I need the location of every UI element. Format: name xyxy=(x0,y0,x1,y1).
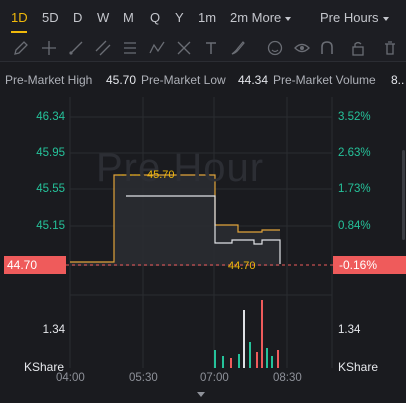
tab-5d[interactable]: 5D xyxy=(42,10,59,25)
period-tabs: 1D 5D D W M Q Y 1m 2m More Pre Hours xyxy=(0,0,406,36)
expand-chevron-icon[interactable] xyxy=(197,392,205,397)
low-price-label: 44.70 xyxy=(228,260,256,272)
eye-icon[interactable] xyxy=(293,39,311,57)
x-tick: 07:00 xyxy=(200,372,229,384)
trash-icon[interactable] xyxy=(381,39,399,57)
chevron-down-icon xyxy=(382,16,389,21)
y-right-tick: 1.73% xyxy=(338,183,371,195)
premarket-volume-value: 8.. xyxy=(391,73,405,87)
volume-unit-right: KShare xyxy=(338,360,379,374)
x-tick: 04:00 xyxy=(56,372,85,384)
x-tick: 05:30 xyxy=(129,372,158,384)
active-tab-indicator xyxy=(11,31,27,33)
magnet-icon[interactable] xyxy=(318,39,336,57)
chevron-down-icon xyxy=(285,16,292,21)
premarket-high-label: Pre-Market High xyxy=(5,73,93,87)
lock-icon[interactable] xyxy=(349,39,367,57)
brush-icon[interactable] xyxy=(229,39,247,57)
price-line xyxy=(126,195,281,264)
x-tick: 08:30 xyxy=(273,372,302,384)
y-right-tick: 3.52% xyxy=(338,111,371,123)
high-price-label: 45.70 xyxy=(147,169,175,181)
tab-1d[interactable]: 1D xyxy=(11,10,28,25)
tab-more[interactable]: 2m More xyxy=(230,10,292,25)
premarket-stats: Pre-Market High 45.70 Pre-Market Low 44.… xyxy=(0,62,406,96)
tab-pre-hours[interactable]: Pre Hours xyxy=(320,10,389,25)
tab-y[interactable]: Y xyxy=(175,10,184,25)
drawing-toolbar xyxy=(0,36,406,62)
prev-close-pct-tag: -0.16% xyxy=(333,256,406,274)
prev-close-price-tag: 44.70 xyxy=(4,256,66,274)
tab-more-label: 2m More xyxy=(230,10,282,25)
tab-1m[interactable]: 1m xyxy=(198,10,217,25)
measure-icon[interactable] xyxy=(175,39,193,57)
volume-bars xyxy=(214,300,279,368)
text-icon[interactable] xyxy=(202,39,220,57)
avg-price-line xyxy=(70,174,280,263)
pattern-icon[interactable] xyxy=(148,39,166,57)
premarket-low-value: 44.34 xyxy=(238,73,269,87)
volume-unit-left: KShare xyxy=(24,360,65,374)
premarket-low-label: Pre-Market Low xyxy=(141,73,226,87)
premarket-volume-label: Pre-Market Volume xyxy=(273,73,376,87)
tab-m[interactable]: M xyxy=(123,10,134,25)
pencil-icon[interactable] xyxy=(12,39,30,57)
y-right-tick: 0.84% xyxy=(338,220,371,232)
scrollbar[interactable] xyxy=(402,150,405,240)
y-right-tick: 2.63% xyxy=(338,147,371,159)
volume-axis-tick: 1.34 xyxy=(42,324,65,336)
y-left-tick: 46.34 xyxy=(36,111,65,123)
volume-axis-tick-right: 1.34 xyxy=(338,324,361,336)
fib-icon[interactable] xyxy=(121,39,139,57)
tab-q[interactable]: Q xyxy=(150,10,161,25)
tab-w[interactable]: W xyxy=(97,10,110,25)
tab-pre-hours-label: Pre Hours xyxy=(320,10,379,25)
parallel-icon[interactable] xyxy=(94,39,112,57)
y-left-tick: 45.15 xyxy=(36,220,65,232)
tab-d[interactable]: D xyxy=(73,10,83,25)
premarket-high-value: 45.70 xyxy=(106,73,137,87)
emoji-icon[interactable] xyxy=(266,39,284,57)
crosshair-icon[interactable] xyxy=(40,39,58,57)
y-left-tick: 45.95 xyxy=(36,147,65,159)
chart-watermark: Pre Hour xyxy=(96,146,265,190)
y-left-tick: 45.55 xyxy=(36,183,65,195)
ray-icon[interactable] xyxy=(67,39,85,57)
